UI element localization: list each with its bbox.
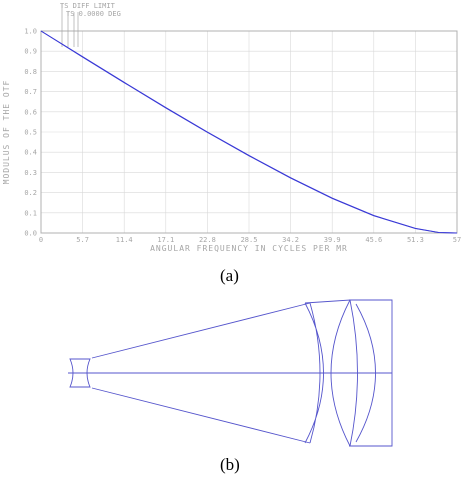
- x-tick-label: 34.2: [282, 236, 299, 244]
- caption-b: (b): [220, 455, 240, 474]
- x-tick-label: 57: [453, 236, 461, 244]
- x-tick-label: 28.5: [241, 236, 258, 244]
- lens-element-1: [304, 299, 351, 447]
- y-tick-label: 0.0: [24, 230, 37, 238]
- x-tick-label: 17.1: [157, 236, 174, 244]
- lower-ray: [91, 387, 311, 444]
- lens-layout-diagram: [68, 299, 393, 447]
- legend-entry-1: TS DIFF LIMIT: [60, 2, 116, 10]
- y-tick-label: 0.5: [24, 129, 37, 137]
- y-tick-label: 0.3: [24, 169, 37, 177]
- x-tick-label: 11.4: [116, 236, 133, 244]
- x-tick-label: 5.7: [76, 236, 89, 244]
- legend-entry-2: TS 0.0000 DEG: [66, 10, 121, 18]
- y-tick-label: 0.4: [24, 149, 37, 157]
- plot-frame: [40, 30, 458, 234]
- grid: [40, 30, 458, 234]
- x-axis-label: ANGULAR FREQUENCY IN CYCLES PER MR: [150, 244, 348, 253]
- y-tick-label: 1.0: [24, 28, 37, 36]
- x-tick-label: 0: [39, 236, 43, 244]
- x-tick-label: 22.8: [199, 236, 216, 244]
- y-tick-label: 0.6: [24, 108, 37, 116]
- lens-element-2: [349, 299, 393, 447]
- caption-a: (a): [220, 266, 239, 285]
- upper-ray: [91, 302, 311, 359]
- y-tick-label: 0.9: [24, 48, 37, 56]
- mtf-chart: 0.0 0.1 0.2 0.3 0.4 0.5 0.6 0.7 0.8 0.9 1.0 0 5.7 11…: [2, 2, 461, 253]
- x-tick-label: 39.9: [324, 236, 341, 244]
- y-tick-label: 0.7: [24, 88, 37, 96]
- first-element: [69, 358, 91, 388]
- y-axis-label: MODULUS OF THE OTF: [2, 80, 11, 185]
- x-tick-label: 45.6: [365, 236, 382, 244]
- y-tick-label: 0.2: [24, 189, 37, 197]
- series-line-2: [40, 30, 458, 234]
- x-tick-label: 51.3: [407, 236, 424, 244]
- y-tick-label: 0.1: [24, 209, 37, 217]
- y-tick-label: 0.8: [24, 68, 37, 76]
